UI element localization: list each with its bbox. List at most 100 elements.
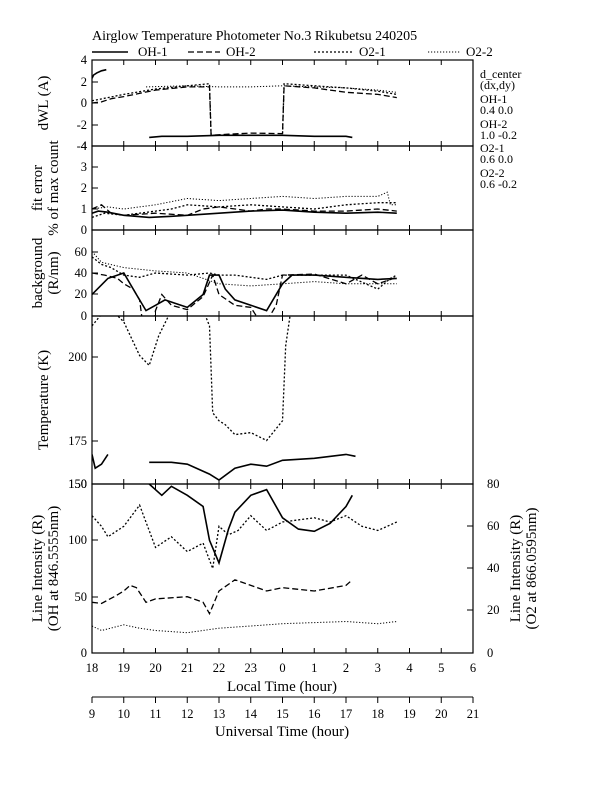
y-right-tick-label: 60	[487, 519, 500, 533]
panel-bg: 60 40 20 0 background (R/nm)	[30, 229, 474, 323]
y-label-bg: (R/nm)	[46, 251, 62, 294]
y-tick-label: 0	[81, 96, 87, 110]
y-right-label-int: Line Intensity (R)	[508, 515, 524, 622]
y-right-tick-label: 0	[487, 646, 493, 660]
panel-frame	[91, 229, 474, 317]
y-label-fit: fit error	[30, 165, 46, 211]
legend: OH-1 OH-2 O2-1 O2-2	[92, 44, 493, 59]
series-int-o2-2	[92, 620, 397, 634]
series-int-o2-1	[92, 503, 398, 572]
x-local-tick-label: 18	[86, 661, 99, 675]
panel-fit: 4 3 2 1 0 fit error% of max count	[30, 139, 474, 237]
x-local-tick-label: 2	[343, 661, 349, 675]
y-tick-label: 150	[68, 477, 87, 491]
y-tick-label: 3	[81, 160, 87, 174]
y-right-label-int: (O2 at 866.0595nm)	[524, 507, 540, 629]
series-bg-o2-1	[92, 256, 398, 290]
series-int-oh-2	[92, 579, 353, 616]
chart-title: Airglow Temperature Photometer No.3 Riku…	[92, 29, 417, 44]
side-note-line: 0.6 0.0	[480, 152, 513, 166]
y-tick-label: 0	[81, 646, 87, 660]
y-tick-label: -4	[77, 139, 88, 153]
y-tick-label: 200	[68, 350, 87, 364]
y-right-tick-label: 40	[487, 561, 500, 575]
y-right-tick-label: 20	[487, 603, 500, 617]
y-tick-label: 0	[81, 309, 87, 323]
x-ut-tick-label: 20	[435, 707, 448, 721]
legend-label-o2-2: O2-2	[466, 44, 493, 59]
side-note-line: O2-2	[480, 166, 505, 180]
side-note-line: d_center	[480, 67, 521, 81]
x-ut-tick-label: 14	[245, 707, 258, 721]
side-note-line: 0.6 -0.2	[480, 177, 517, 191]
series-temp-oh-1	[92, 453, 356, 481]
series-dwl-oh-2	[92, 85, 397, 136]
side-note: d_center(dx,dy)OH-10.4 0.0OH-21.0 -0.2O2…	[480, 67, 521, 191]
series-dwl-o2-1	[92, 82, 397, 136]
series-fit-o2-1	[92, 202, 397, 219]
y-tick-label: 2	[81, 181, 87, 195]
x-ut-tick-label: 18	[372, 707, 385, 721]
x-label-local: Local Time (hour)	[227, 679, 337, 695]
series-int-oh-1	[148, 484, 353, 566]
legend-label-o2-1: O2-1	[359, 44, 386, 59]
panel-frame	[91, 315, 474, 485]
x-ut-tick-label: 11	[149, 707, 161, 721]
x-ut-tick-label: 16	[308, 707, 321, 721]
x-axes: 18 19 20 21 22 23 0 1 2 3 4 5 69 10 11 12 13 14 15 16 17 18 19…	[86, 661, 480, 721]
y-tick-label: 60	[75, 245, 88, 259]
x-local-tick-label: 19	[118, 661, 131, 675]
y-tick-label: 1	[81, 202, 87, 216]
side-note-line: OH-1	[480, 92, 507, 106]
x-local-tick-label: 20	[149, 661, 162, 675]
y-tick-label: 0	[81, 223, 87, 237]
panel-frame	[91, 483, 474, 654]
x-ut-tick-label: 12	[181, 707, 194, 721]
side-note-line: O2-1	[480, 141, 505, 155]
series-bg-o2-2	[92, 251, 397, 287]
y-label-int: Line Intensity (R)	[30, 515, 46, 622]
x-local-tick-label: 1	[311, 661, 317, 675]
y-label-bg: background	[30, 237, 46, 308]
x-local-tick-label: 23	[245, 661, 258, 675]
x-local-tick-label: 21	[181, 661, 194, 675]
y-label-temp: Temperature (K)	[36, 350, 52, 450]
y-tick-label: -2	[77, 118, 87, 132]
y-label-fit: % of max count	[46, 139, 62, 235]
series-bg-oh-2	[92, 272, 398, 316]
x-local-tick-label: 0	[279, 661, 285, 675]
x-label-ut: Universal Time (hour)	[215, 724, 349, 740]
y-tick-label: 2	[81, 75, 87, 89]
series-bg-oh-1	[92, 272, 397, 312]
y-tick-label: 20	[75, 287, 88, 301]
x-local-tick-label: 4	[406, 661, 413, 675]
series-dwl-oh-1	[92, 68, 353, 139]
y-tick-label: 150	[68, 477, 87, 491]
panel-dwl: 4 2 0 -2 -4 dWL (A)	[36, 53, 474, 153]
side-note-line: (dx,dy)	[480, 78, 515, 92]
x-ut-tick-label: 19	[403, 707, 416, 721]
y-right-tick-label: 80	[487, 477, 500, 491]
side-note-line: 1.0 -0.2	[480, 128, 517, 142]
y-tick-label: 100	[68, 533, 87, 547]
y-tick-label: 4	[81, 53, 88, 67]
x-ut-tick-label: 21	[467, 707, 480, 721]
x-ut-tick-label: 15	[276, 707, 289, 721]
panel-temp: 200 175 150 Temperature (K)	[36, 315, 474, 491]
y-tick-label: 175	[68, 434, 87, 448]
y-tick-label: 4	[81, 139, 88, 153]
series-fit-o2-2	[92, 191, 397, 210]
series-dwl-o2-2	[145, 85, 397, 93]
side-note-line: 0.4 0.0	[480, 103, 513, 117]
x-local-tick-label: 5	[438, 661, 444, 675]
x-ut-tick-label: 17	[340, 707, 353, 721]
x-local-tick-label: 6	[470, 661, 476, 675]
side-note-line: OH-2	[480, 117, 507, 131]
y-tick-label: 40	[75, 266, 88, 280]
x-local-tick-label: 22	[213, 661, 226, 675]
series-temp-o2-1	[92, 316, 291, 442]
legend-label-oh-1: OH-1	[138, 44, 168, 59]
